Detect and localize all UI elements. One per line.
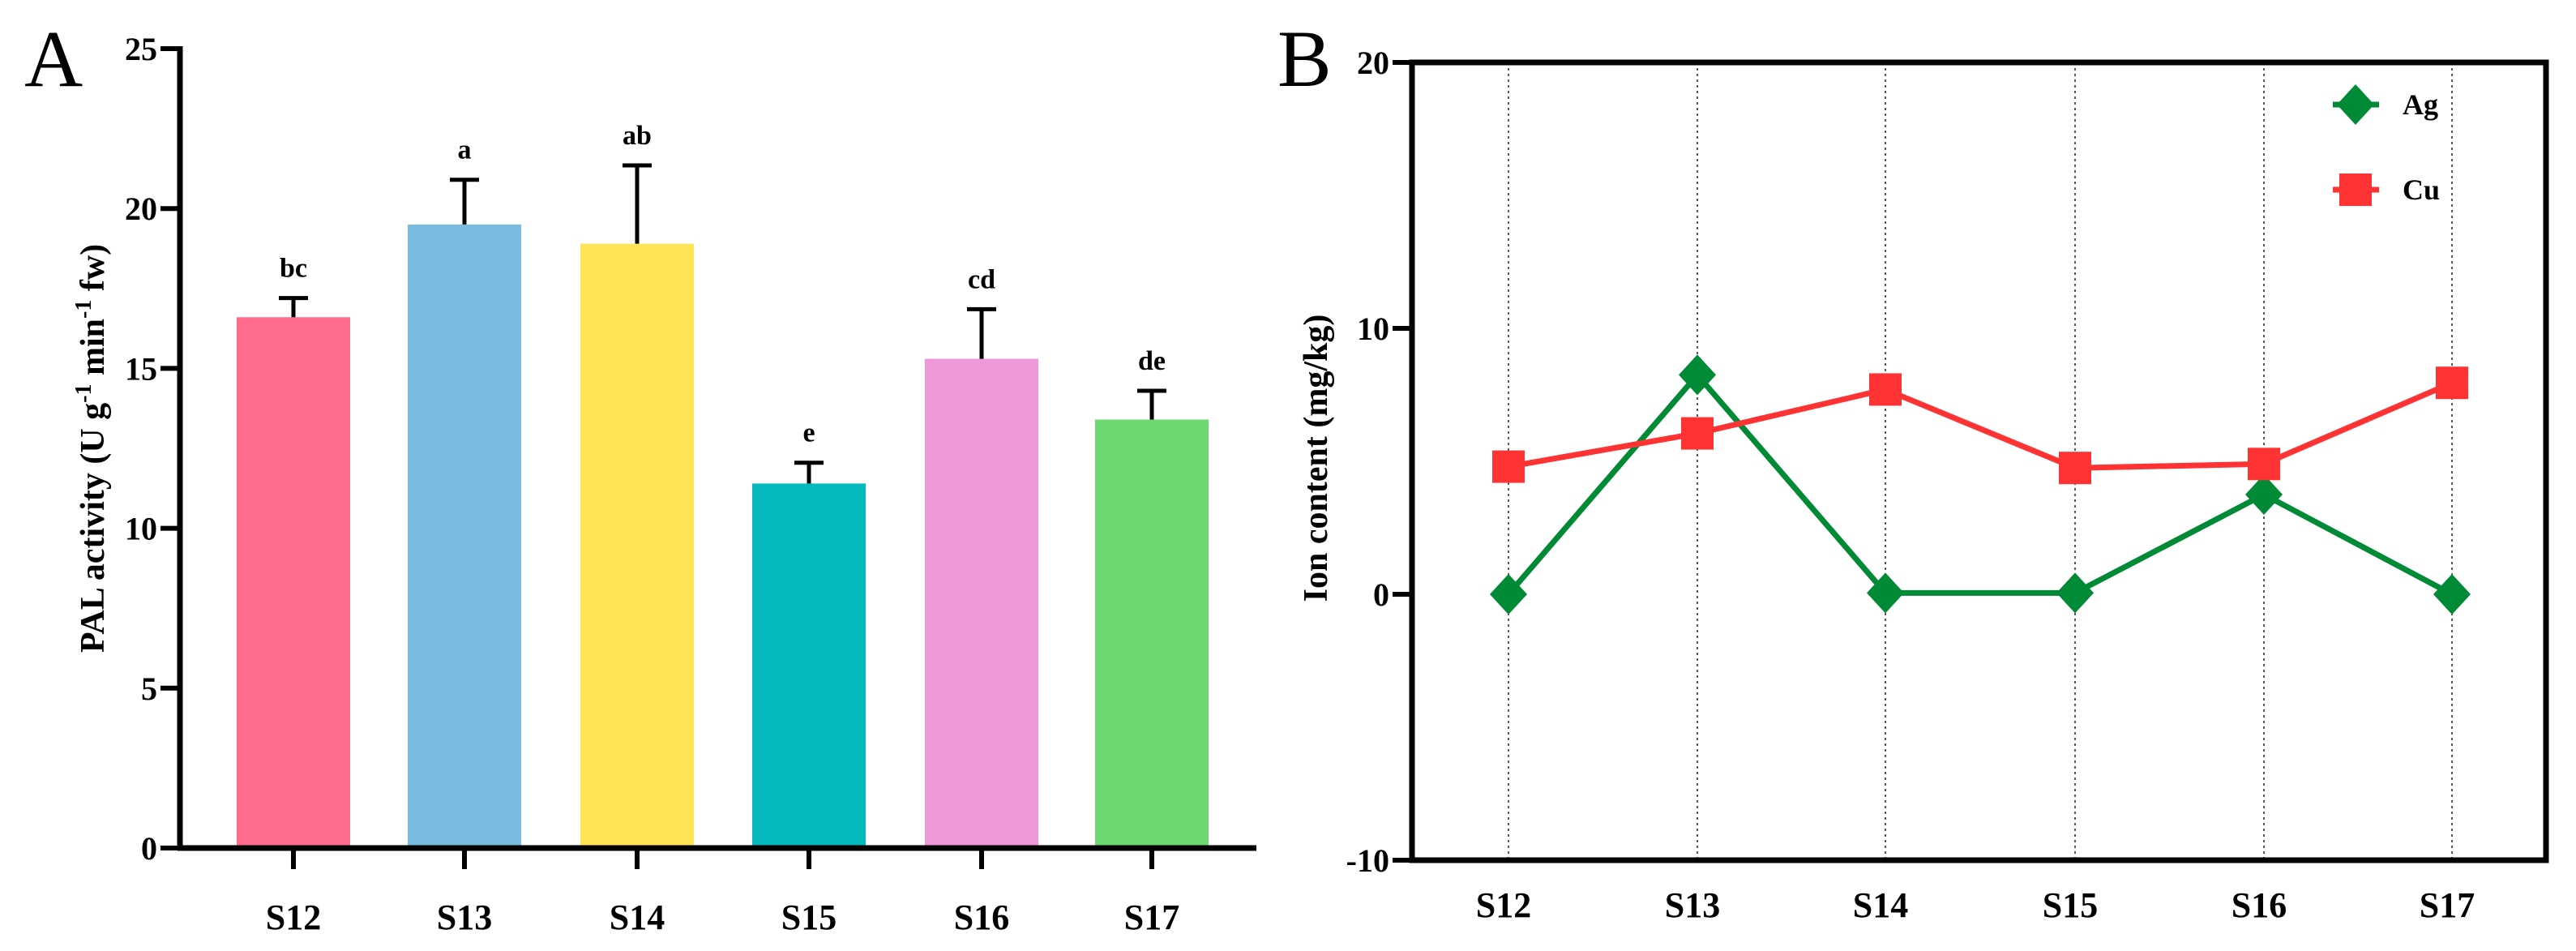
x-tick-label: S13 xyxy=(437,897,492,937)
chart-a: bc S12 a S13 ab S14 e S15 cd S16 de S17 0 5 10 15 20 25 PA… xyxy=(71,31,1256,937)
significance-label: a xyxy=(458,135,472,165)
y-tick-label: 10 xyxy=(125,511,157,547)
legend-marker-ag xyxy=(2337,84,2374,125)
x-tick-label: S16 xyxy=(954,897,1009,937)
y-axis-title-superscript: -1 xyxy=(71,383,96,402)
data-point-cu xyxy=(1681,417,1714,450)
y-tick-label: 5 xyxy=(141,670,157,707)
significance-label: de xyxy=(1138,346,1166,376)
x-tick-label: S15 xyxy=(781,897,837,937)
x-tick-label: S12 xyxy=(1476,885,1531,925)
significance-label: ab xyxy=(623,121,652,151)
panel-label-b: B xyxy=(1277,14,1332,104)
y-tick-label: 25 xyxy=(125,31,157,67)
series-cu xyxy=(1492,366,2468,485)
x-tick-label: S14 xyxy=(1853,885,1908,925)
data-point-ag xyxy=(2245,474,2283,515)
legend: Ag Cu xyxy=(2333,84,2440,206)
bar-s16 xyxy=(925,358,1038,848)
legend-label-ag: Ag xyxy=(2403,88,2438,121)
y-tick-label: 0 xyxy=(1373,576,1389,613)
y-tick-label: 20 xyxy=(125,191,157,227)
y-axis-title-part: fw) xyxy=(75,244,112,300)
y-axis-title-superscript: -1 xyxy=(71,300,96,319)
series-ag xyxy=(1490,354,2471,615)
x-tick-label: S14 xyxy=(610,897,665,937)
panel-label-a: A xyxy=(24,14,83,104)
bar-s15 xyxy=(752,483,866,848)
data-point-cu xyxy=(2248,448,2280,481)
y-axis-title-part: PAL activity (U g xyxy=(75,403,112,653)
legend-label-cu: Cu xyxy=(2403,173,2440,206)
series-line-ag xyxy=(1506,371,2454,598)
data-point-cu xyxy=(1492,450,1525,483)
y-tick-label: 10 xyxy=(1357,311,1389,347)
bar-s14 xyxy=(580,243,694,849)
data-point-ag xyxy=(2056,572,2094,614)
y-axis-title: Ion content (mg/kg) xyxy=(1298,315,1335,602)
significance-label: bc xyxy=(280,254,307,284)
x-tick-label: S15 xyxy=(2043,885,2098,925)
data-point-ag xyxy=(1867,572,1904,614)
legend-marker-cu xyxy=(2339,173,2372,206)
data-point-cu xyxy=(1869,373,1902,406)
y-axis-title-part: min xyxy=(75,319,112,384)
x-tick-label: S17 xyxy=(2420,885,2475,925)
x-tick-label: S12 xyxy=(266,897,321,937)
x-tick-label: S16 xyxy=(2232,885,2287,925)
x-tick-label: S17 xyxy=(1124,897,1179,937)
chart-b: S12 S13 S14 S15 S16 S17 -10 0 10 20 Ion content (m… xyxy=(1298,45,2549,925)
y-axis-title: PAL activity (U g-1 min-1 fw) xyxy=(71,244,112,653)
data-point-cu xyxy=(2436,366,2468,400)
significance-label: cd xyxy=(968,264,995,294)
y-tick-label: 20 xyxy=(1357,45,1389,81)
series-line-cu xyxy=(1508,380,2454,471)
data-point-ag xyxy=(1679,354,1716,396)
significance-label: e xyxy=(802,418,815,448)
data-point-ag xyxy=(1490,574,1527,615)
bar-s17 xyxy=(1095,419,1209,848)
bar-s12 xyxy=(237,317,350,848)
plot-frame xyxy=(1409,59,2549,863)
data-point-cu xyxy=(2059,452,2091,485)
x-tick-label: S13 xyxy=(1665,885,1720,925)
data-point-ag xyxy=(2433,574,2471,615)
y-tick-label: 15 xyxy=(125,350,157,387)
y-tick-label: 0 xyxy=(141,830,157,867)
y-tick-label: -10 xyxy=(1346,842,1389,879)
bar-s13 xyxy=(408,224,521,848)
